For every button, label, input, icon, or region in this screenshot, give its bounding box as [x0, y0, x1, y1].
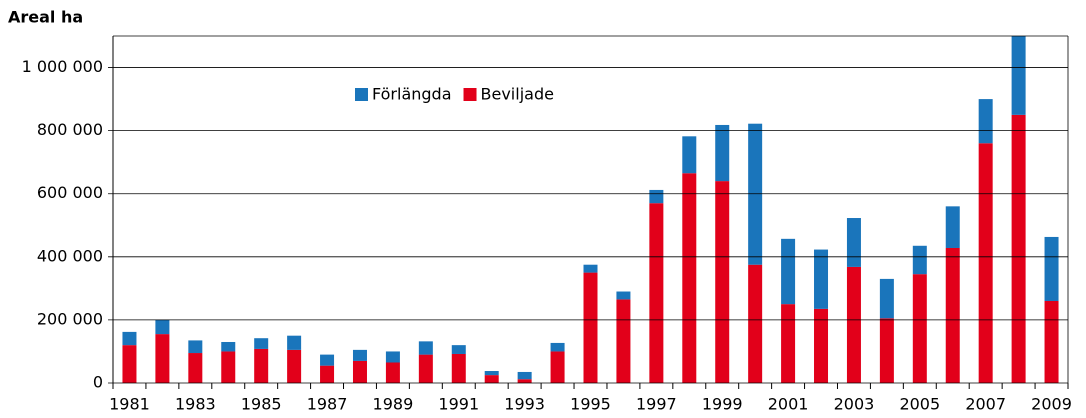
x-tick-label: 2009 — [1031, 395, 1072, 414]
bar-segment — [912, 274, 927, 383]
y-tick-label: 400 000 — [37, 246, 103, 265]
bar-segment — [155, 319, 170, 335]
bar-segment — [517, 371, 532, 380]
bar-segment — [1011, 114, 1026, 383]
bar-segment — [254, 338, 269, 349]
bar-segment — [945, 206, 960, 248]
bar-segment — [912, 245, 927, 275]
bar-segment — [583, 272, 598, 383]
bar-segment — [188, 340, 203, 354]
x-tick-label: 1981 — [109, 395, 150, 414]
legend-swatch — [355, 88, 368, 101]
bar-segment — [879, 318, 894, 383]
plot-area — [122, 36, 1059, 383]
bar-segment — [945, 247, 960, 383]
bar-segment — [583, 264, 598, 273]
bar-segment — [221, 351, 236, 383]
bar-segment — [352, 349, 367, 361]
bar-segment — [814, 308, 829, 383]
legend-swatch — [463, 88, 477, 101]
bar-segment — [221, 341, 236, 352]
x-tick-label: 1989 — [373, 395, 414, 414]
x-tick-label: 1991 — [438, 395, 479, 414]
x-tick-label: 2003 — [834, 395, 875, 414]
bar-segment — [781, 304, 796, 383]
bar-segment — [122, 331, 137, 346]
bar-segment — [715, 181, 730, 383]
y-axis-label: Areal ha — [8, 8, 83, 27]
x-tick-label: 2005 — [899, 395, 940, 414]
y-tick-label: 0 — [93, 373, 103, 392]
bar-segment — [715, 124, 730, 182]
bar-segment — [682, 136, 697, 174]
bar-segment — [649, 203, 664, 383]
bar-segment — [1044, 236, 1059, 301]
bar-segment — [682, 173, 697, 383]
bar-segment — [978, 143, 993, 383]
bar-segment — [550, 342, 565, 352]
bar-segment — [451, 345, 466, 354]
bar-segment — [155, 334, 170, 383]
bar-segment — [418, 341, 433, 355]
bar-segment — [1044, 300, 1059, 383]
x-tick-label: 2007 — [965, 395, 1006, 414]
bar-segment — [287, 349, 302, 383]
bar-segment — [846, 218, 861, 267]
bar-segment — [649, 189, 664, 204]
x-tick-label: 1987 — [307, 395, 348, 414]
bar-segment — [517, 379, 532, 383]
bar-segment — [748, 123, 763, 265]
bar-segment — [814, 249, 829, 309]
bar-segment — [1011, 36, 1026, 115]
bar-segment — [978, 99, 993, 144]
x-tick-label: 1983 — [175, 395, 216, 414]
bar-segment — [616, 299, 631, 383]
bar-segment — [451, 353, 466, 383]
bar-segment — [616, 291, 631, 300]
bar-segment — [188, 353, 203, 383]
bar-segment — [781, 238, 796, 305]
x-tick-label: 1985 — [241, 395, 282, 414]
x-tick-label: 1999 — [702, 395, 743, 414]
x-tick-label: 1995 — [570, 395, 611, 414]
bar-segment — [550, 351, 565, 383]
bar-segment — [352, 360, 367, 383]
bar-segment — [122, 345, 137, 383]
bar-segment — [879, 278, 894, 319]
bar-segment — [385, 362, 400, 383]
x-tick-label: 1993 — [504, 395, 545, 414]
bar-segment — [287, 335, 302, 350]
bar-segment — [484, 371, 499, 376]
y-tick-label: 600 000 — [37, 183, 103, 202]
bar-segment — [484, 375, 499, 383]
x-tick-label: 2001 — [768, 395, 809, 414]
y-tick-label: 1 000 000 — [22, 57, 103, 76]
y-tick-label: 200 000 — [37, 309, 103, 328]
bar-segment — [748, 264, 763, 383]
legend-label: Beviljade — [481, 85, 554, 104]
bar-segment — [385, 351, 400, 363]
legend-label: Förlängda — [372, 85, 452, 104]
y-tick-label: 800 000 — [37, 120, 103, 139]
bar-segment — [846, 266, 861, 383]
bar-segment — [320, 365, 335, 383]
bar-segment — [320, 354, 335, 366]
bar-segment — [254, 348, 269, 383]
bar-segment — [418, 354, 433, 383]
x-tick-label: 1997 — [636, 395, 677, 414]
